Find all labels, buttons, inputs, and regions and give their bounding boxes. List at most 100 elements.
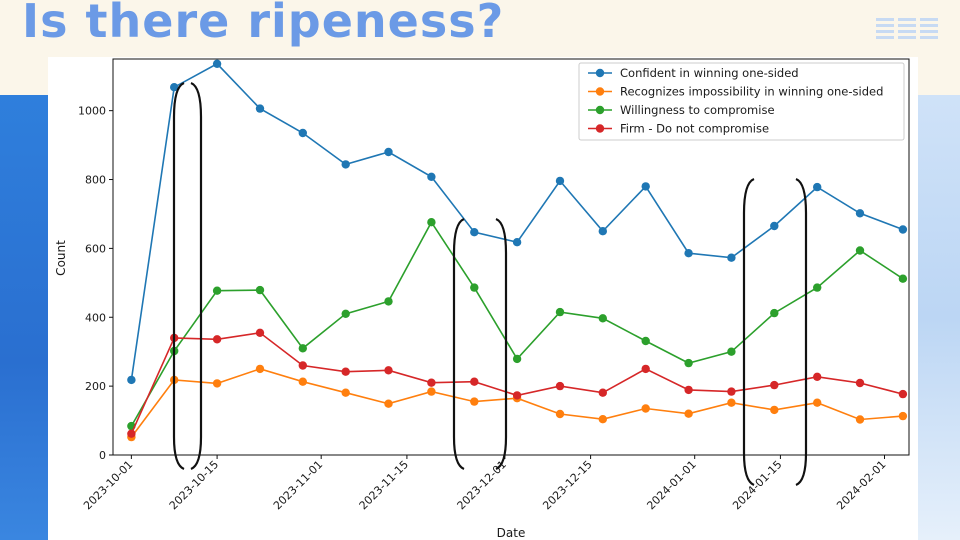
x-tick-label: 2024-02-01 <box>834 458 888 512</box>
x-axis-label: Date <box>497 526 526 540</box>
x-ticks: 2023-10-01 2023-10-15 2023-11-01 2023-11-15… <box>81 455 889 512</box>
data-point <box>555 176 565 186</box>
data-point <box>813 283 822 292</box>
data-point <box>898 274 908 283</box>
data-point <box>427 218 436 227</box>
data-point <box>212 335 222 344</box>
bracket-right-2 <box>495 217 508 471</box>
data-point <box>641 336 650 346</box>
data-point <box>127 429 136 438</box>
data-point <box>427 378 436 387</box>
plot-axes <box>112 58 910 456</box>
data-point <box>770 221 779 231</box>
data-point <box>855 415 865 424</box>
data-point <box>384 366 393 375</box>
data-point <box>298 377 307 386</box>
data-point <box>427 387 436 396</box>
y-tick-label: 600 <box>85 242 106 255</box>
series-4 <box>127 328 908 438</box>
data-point <box>770 405 779 415</box>
data-point <box>641 404 650 413</box>
data-point <box>512 391 522 400</box>
legend-label: Firm - Do not compromise <box>620 122 769 136</box>
data-point <box>470 228 479 237</box>
bracket-left-2 <box>452 217 465 471</box>
data-point <box>384 399 393 408</box>
data-point <box>641 182 650 191</box>
legend-swatch-marker <box>595 87 605 96</box>
bracket-left-3 <box>742 177 755 487</box>
legend: Confident in winning one-sided Recognizes… <box>578 62 905 141</box>
x-tick-label: 2023-10-01 <box>81 458 135 512</box>
data-point <box>770 308 779 318</box>
data-point <box>298 361 307 370</box>
legend-swatch-marker <box>595 68 605 78</box>
x-tick-label: 2023-11-15 <box>357 458 411 512</box>
data-point <box>384 147 393 157</box>
data-point <box>898 225 908 234</box>
series-1 <box>127 59 908 385</box>
data-point <box>212 59 222 68</box>
data-point <box>855 246 865 255</box>
data-point <box>598 227 607 236</box>
data-point <box>341 367 350 376</box>
x-tick-label: 2023-11-01 <box>271 458 325 512</box>
data-point <box>255 104 265 113</box>
chart-card: 0 200 400 600 800 1000 2023-10-01 2023-10-15 20… <box>48 57 918 540</box>
data-point <box>641 364 650 374</box>
legend-item: Recognizes impossibility in winning one-… <box>588 85 883 99</box>
series-2 <box>127 364 908 442</box>
data-point <box>212 379 222 388</box>
legend-item: Firm - Do not compromise <box>588 122 769 136</box>
logo-icon <box>876 18 938 39</box>
bracket-right-1 <box>190 81 203 471</box>
data-point <box>727 253 736 262</box>
legend-item: Willingness to compromise <box>588 103 775 117</box>
y-tick-label: 1000 <box>78 105 106 118</box>
bracket-right-3 <box>795 177 808 487</box>
data-point <box>341 388 350 397</box>
data-point <box>255 328 265 337</box>
y-tick-label: 800 <box>85 174 106 187</box>
data-point <box>470 397 479 406</box>
data-point <box>898 411 908 421</box>
legend-box <box>578 62 905 141</box>
data-point <box>555 409 565 419</box>
x-tick-label: 2023-12-15 <box>540 458 594 512</box>
data-point <box>298 128 307 138</box>
y-tick-label: 200 <box>85 380 106 393</box>
data-point <box>684 249 693 258</box>
series-line <box>130 331 904 435</box>
y-ticks: 0 200 400 600 800 1000 <box>78 105 113 462</box>
bracket-annotations <box>172 81 808 487</box>
data-point <box>555 381 565 391</box>
series-line <box>130 368 903 438</box>
legend-label: Confident in winning one-sided <box>620 66 799 80</box>
data-point <box>727 387 736 396</box>
data-point <box>298 344 307 353</box>
data-point <box>512 354 522 364</box>
plot-frame <box>112 58 910 456</box>
x-tick-label: 2024-01-01 <box>644 458 698 512</box>
data-point <box>598 388 607 397</box>
left-decor-band <box>0 95 48 540</box>
data-point <box>684 358 693 368</box>
data-point <box>813 372 822 381</box>
y-tick-label: 0 <box>99 449 106 462</box>
data-point <box>470 377 479 386</box>
data-point <box>384 297 393 306</box>
legend-label: Willingness to compromise <box>620 103 775 117</box>
legend-swatch-marker <box>595 105 605 115</box>
legend-swatch-marker <box>595 124 605 133</box>
data-point <box>341 309 350 318</box>
data-point <box>255 364 265 374</box>
legend-item: Confident in winning one-sided <box>588 66 799 80</box>
data-point <box>598 415 607 424</box>
x-tick-label: 2024-01-15 <box>730 458 784 512</box>
data-point <box>727 398 736 407</box>
data-point <box>127 375 136 385</box>
bracket-left-1 <box>172 81 185 471</box>
data-point <box>427 172 436 181</box>
data-point <box>598 314 607 323</box>
data-point <box>512 238 522 247</box>
